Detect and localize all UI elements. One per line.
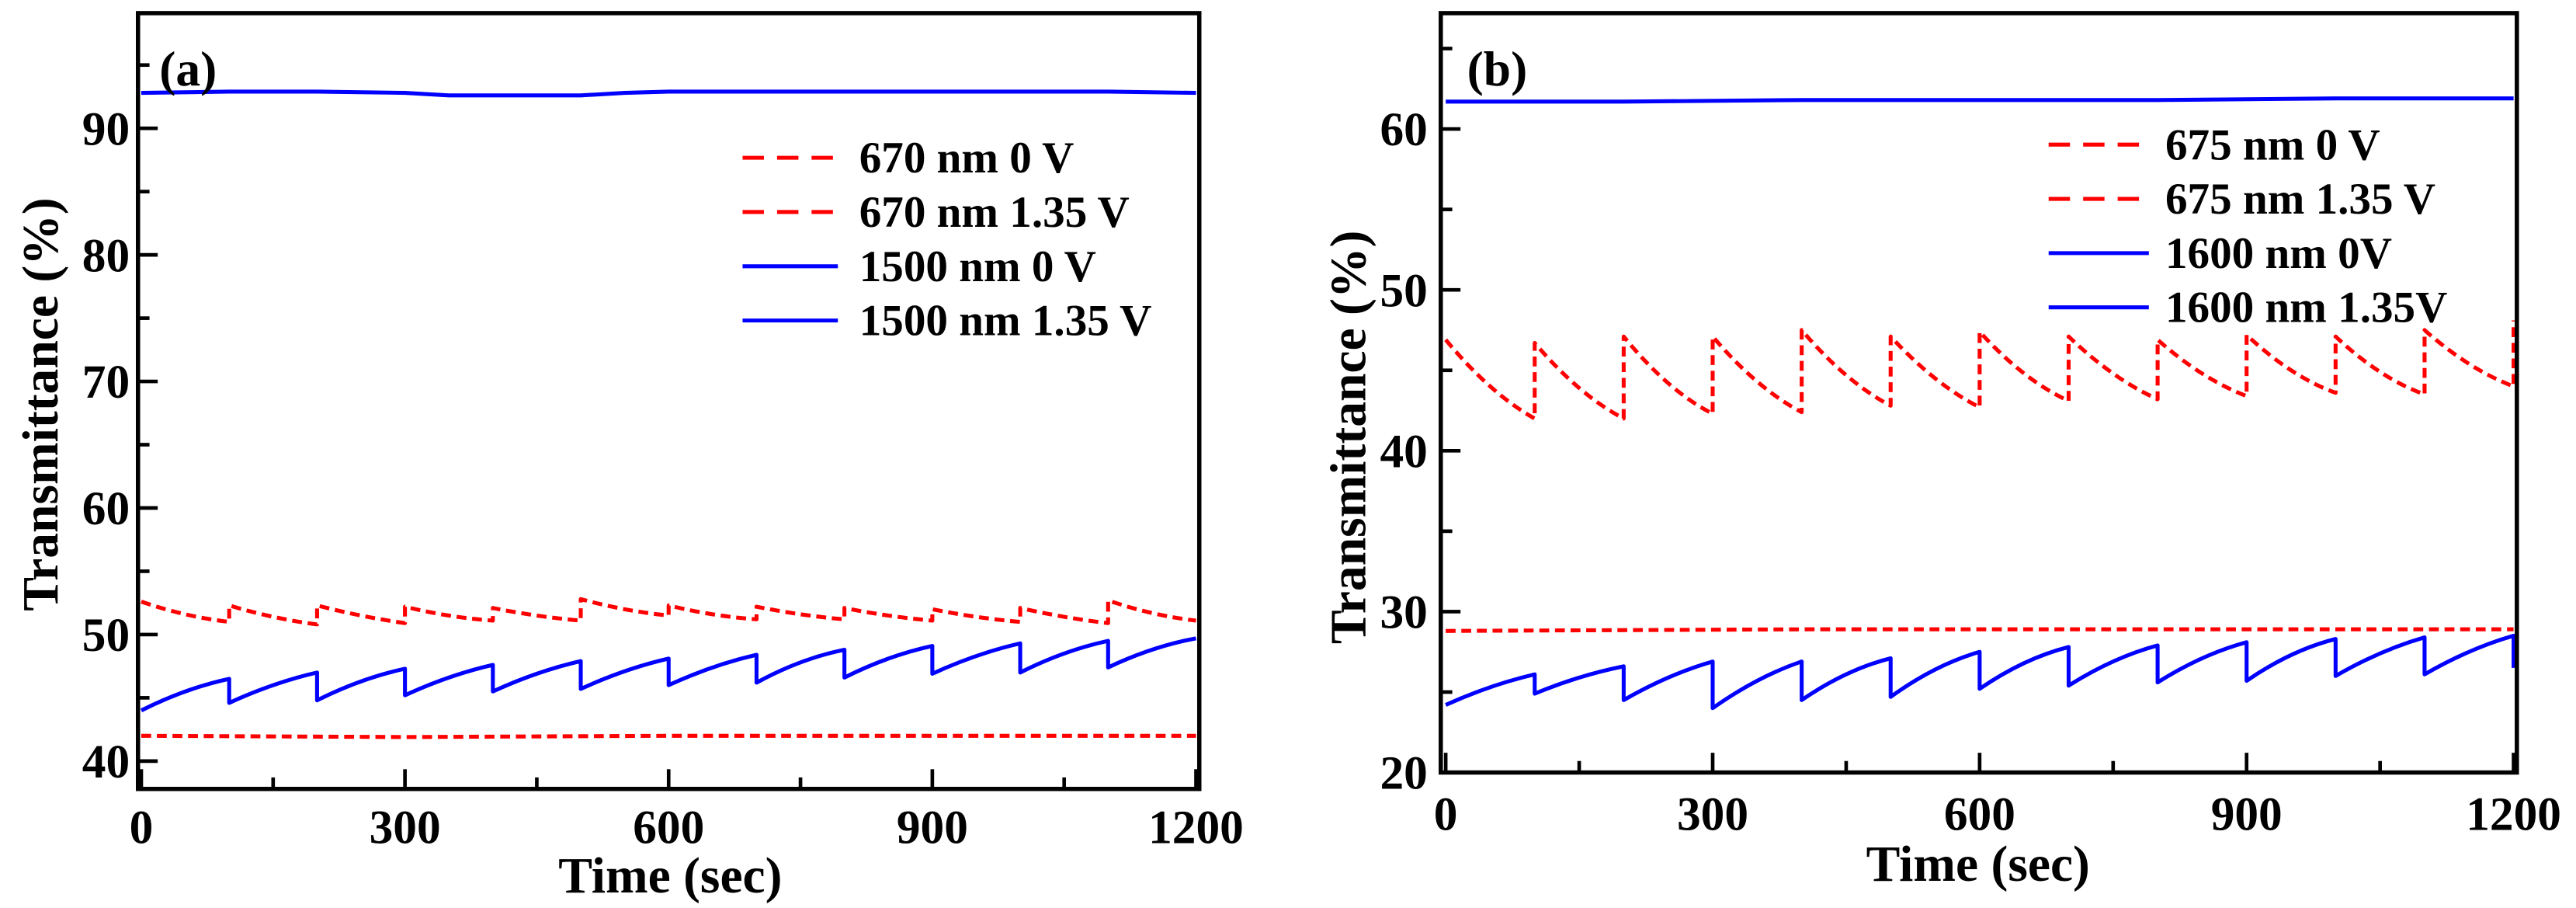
series-line-670-nm-1-35-v xyxy=(141,597,1196,627)
legend: 670 nm 0 V 670 nm 1.35 V 1500 nm 0 V 1500 n… xyxy=(742,134,1151,346)
legend-label: 675 nm 1.35 V xyxy=(2165,175,2435,224)
legend-label: 670 nm 0 V xyxy=(859,134,1074,183)
x-tick-label: 600 xyxy=(1944,788,2015,841)
legend-entry: 670 nm 1.35 V xyxy=(742,188,1130,237)
series-line-1500-nm-0-v xyxy=(141,89,1196,98)
legend-entry: 1600 nm 0V xyxy=(2048,229,2392,278)
x-axis-title: Time (sec) xyxy=(558,848,782,904)
legend-entry: 675 nm 0 V xyxy=(2048,120,2380,169)
x-tick-label: 1200 xyxy=(2466,788,2561,841)
series-group xyxy=(1444,96,2516,711)
axis-ticks xyxy=(137,63,1198,789)
x-tick-label: 1200 xyxy=(1148,802,1244,854)
y-axis-title: Transmittance (%) xyxy=(1321,231,1377,644)
series-line-670-nm-0-v xyxy=(141,733,1196,739)
legend-label: 1600 nm 0V xyxy=(2165,229,2392,278)
legend-entry: 1600 nm 1.35V xyxy=(2048,284,2447,332)
panel-label: (b) xyxy=(1467,41,1528,96)
x-tick-label: 300 xyxy=(370,802,441,854)
y-axis-title: Transmittance (%) xyxy=(13,197,69,611)
panel-label: (a) xyxy=(159,41,217,96)
x-tick-label: 0 xyxy=(1434,788,1458,841)
series-line-675-nm-1-35-v xyxy=(1444,320,2516,421)
legend: 675 nm 0 V 675 nm 1.35 V 1600 nm 0V 1600 nm… xyxy=(2048,120,2447,332)
x-tick-label: 900 xyxy=(2211,788,2283,841)
x-tick-label: 600 xyxy=(633,802,704,854)
panel-b: 0 300 600 900 1200 20 30 40 50 60 Time (sec) Transm… xyxy=(1321,11,2561,892)
x-tick-label: 300 xyxy=(1677,788,1748,841)
y-tick-label: 40 xyxy=(1380,425,1428,478)
y-tick-label: 50 xyxy=(82,609,130,662)
legend-entry: 1500 nm 1.35 V xyxy=(742,297,1151,346)
y-tick-label: 30 xyxy=(1380,586,1428,639)
legend-label: 1500 nm 1.35 V xyxy=(859,297,1152,346)
series-group xyxy=(140,89,1196,739)
y-tick-label: 60 xyxy=(82,482,130,535)
x-tick-label: 900 xyxy=(897,802,968,854)
legend-entry: 1500 nm 0 V xyxy=(742,242,1096,291)
y-tick-label: 80 xyxy=(82,229,130,282)
series-line-1500-nm-1-35-v xyxy=(140,636,1196,712)
legend-label: 1500 nm 0 V xyxy=(859,242,1096,291)
y-tick-label: 60 xyxy=(1380,103,1428,156)
legend-label: 675 nm 0 V xyxy=(2165,120,2380,169)
x-axis-title: Time (sec) xyxy=(1866,837,2090,892)
y-tick-label: 90 xyxy=(82,103,130,155)
axis-ticks xyxy=(1440,47,2515,774)
series-line-675-nm-0-v xyxy=(1446,627,2514,633)
series-line-1600-nm-1-35v xyxy=(1445,633,2516,711)
legend-label: 670 nm 1.35 V xyxy=(859,188,1130,237)
y-tick-label: 50 xyxy=(1380,264,1428,317)
y-tick-label: 70 xyxy=(82,356,130,409)
y-tick-label: 20 xyxy=(1380,747,1428,800)
legend-entry: 670 nm 0 V xyxy=(742,134,1074,183)
series-line-1600-nm-0v xyxy=(1446,96,2514,104)
x-tick-label: 0 xyxy=(130,802,154,854)
legend-label: 1600 nm 1.35V xyxy=(2165,284,2447,332)
y-tick-label: 40 xyxy=(82,736,130,788)
panel-a: 0 300 600 900 1200 40 50 60 70 80 90 Time (sec) Tran… xyxy=(13,11,1244,904)
legend-entry: 675 nm 1.35 V xyxy=(2048,175,2435,224)
